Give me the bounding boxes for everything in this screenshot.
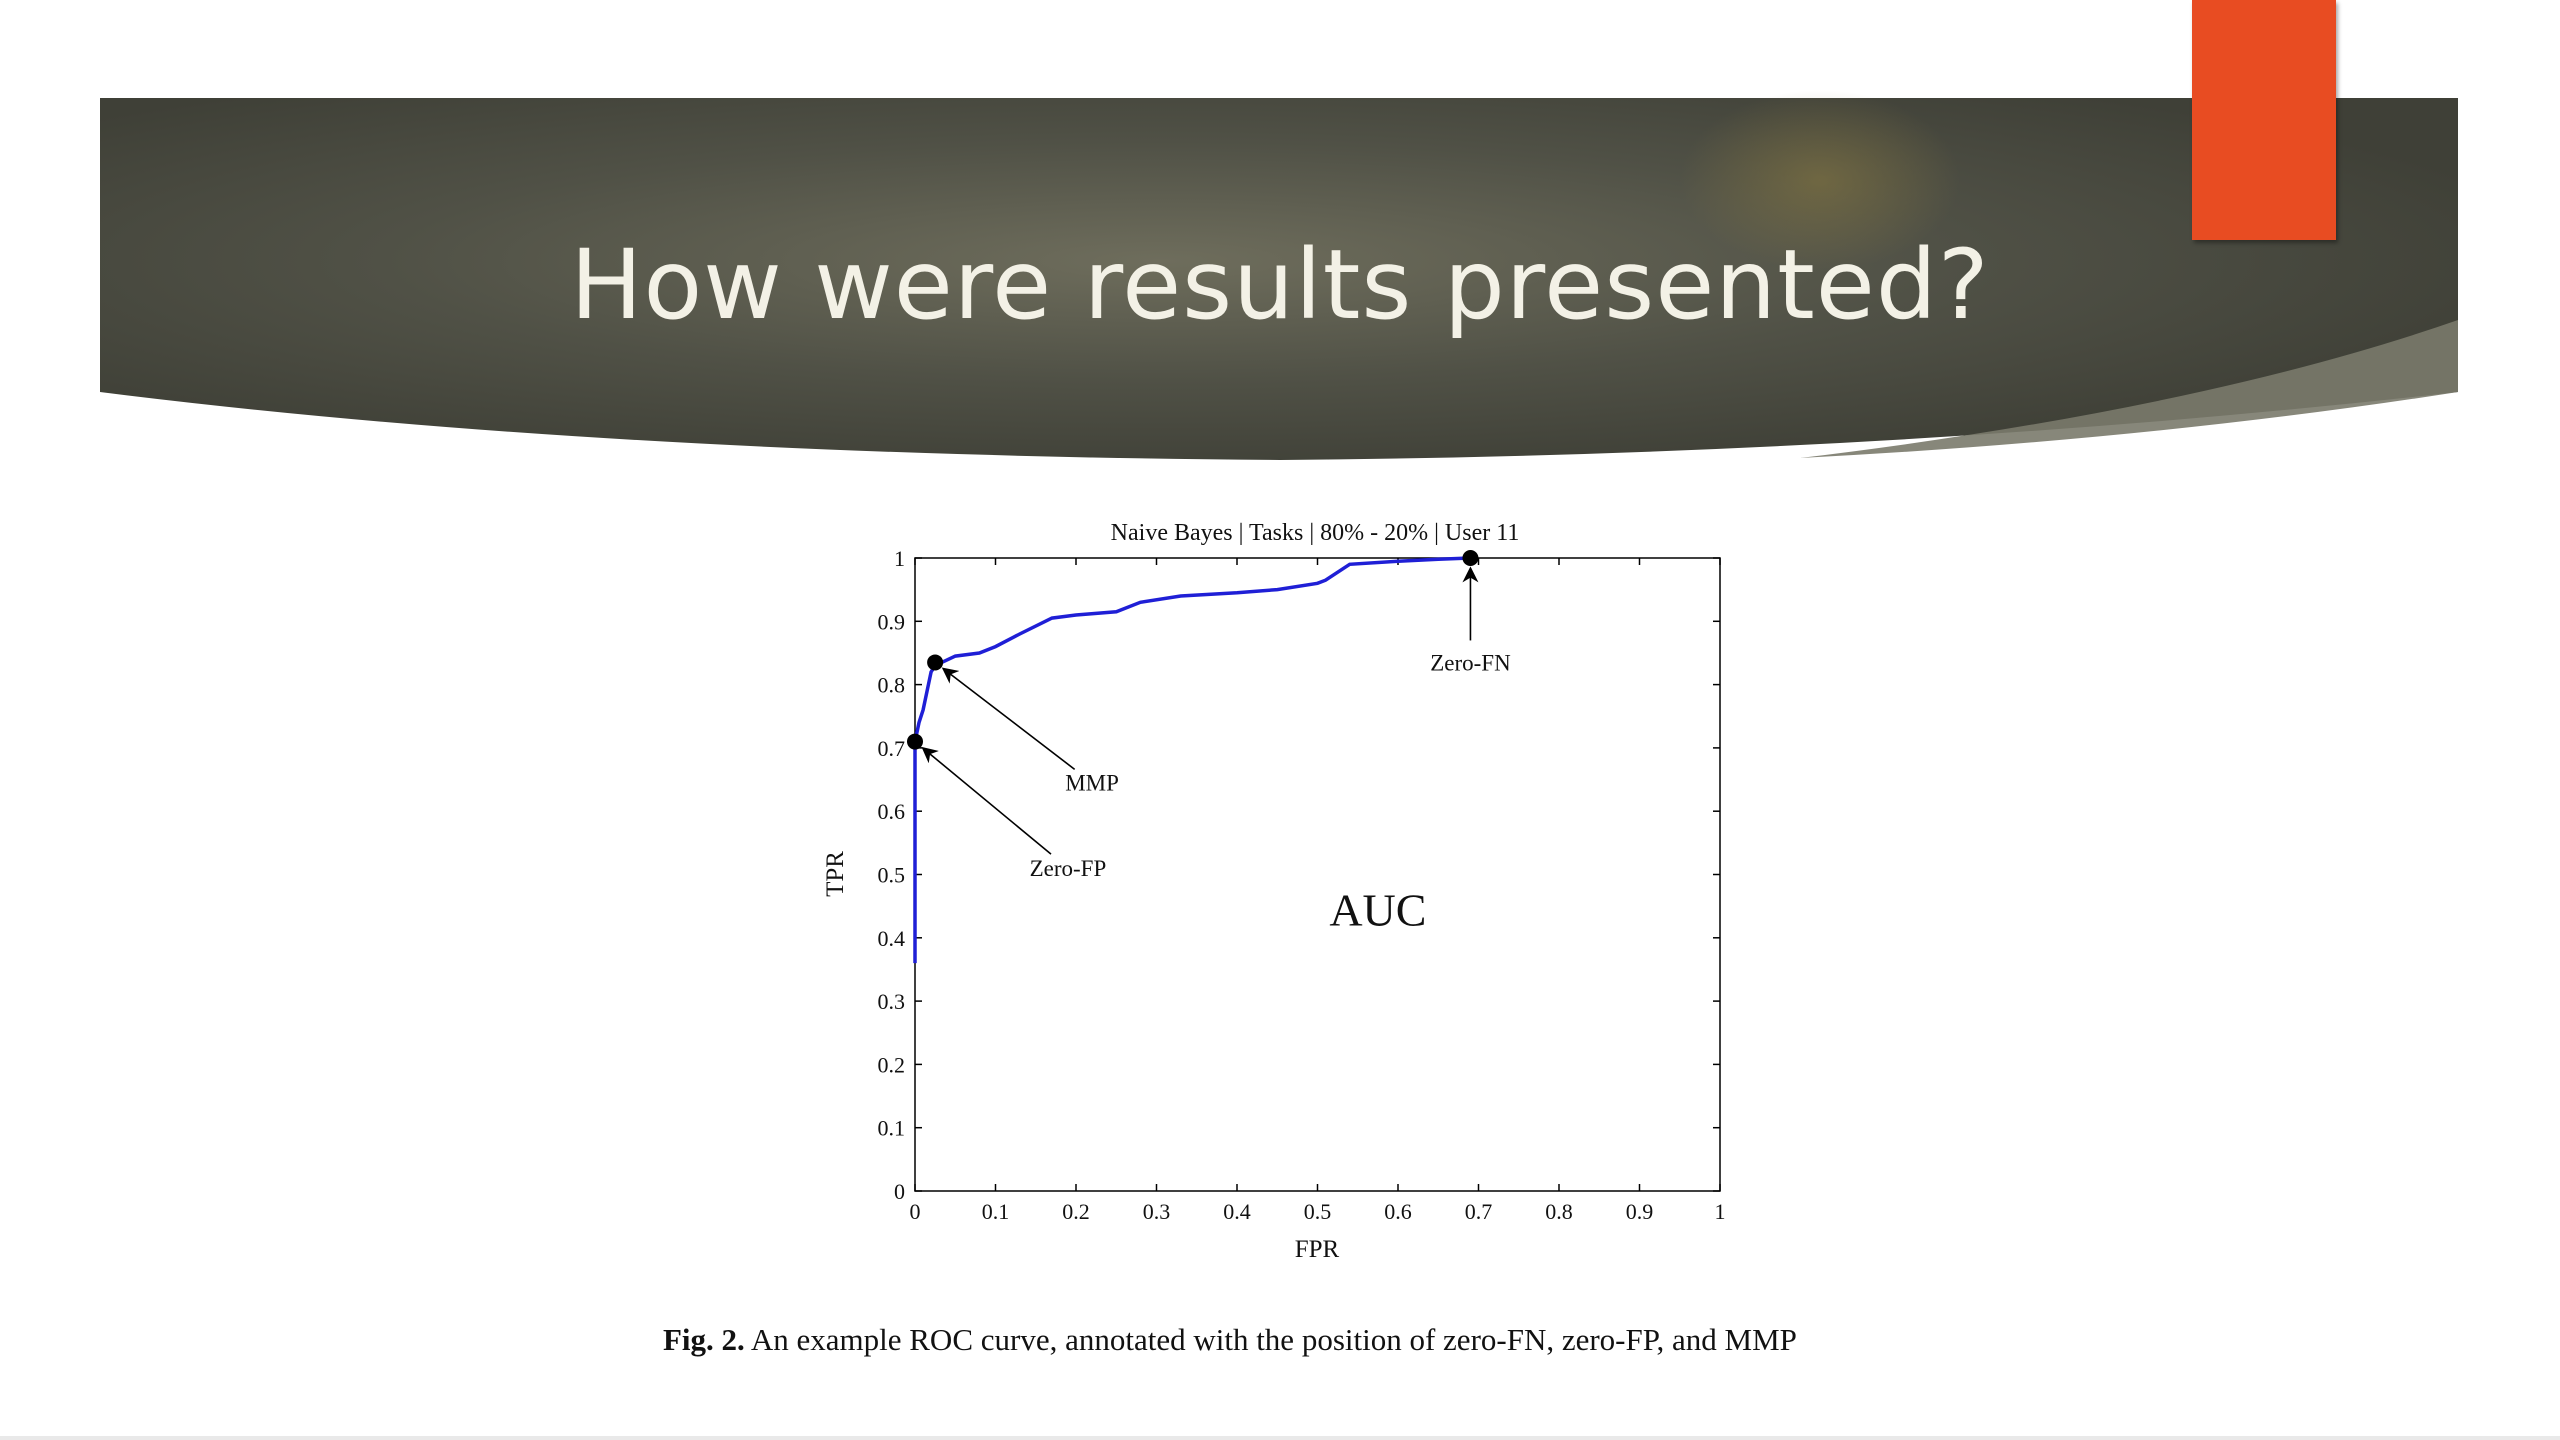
x-tick-label: 0.9 [1626,1199,1654,1224]
annotation-point [1462,550,1479,566]
y-tick-label: 0.3 [878,989,906,1014]
x-tick-label: 0.8 [1545,1199,1573,1224]
x-tick-label: 0.3 [1143,1199,1171,1224]
x-tick-label: 0.2 [1062,1199,1090,1224]
y-tick-label: 0.5 [878,863,906,888]
x-tick-label: 0 [910,1199,921,1224]
y-tick-label: 0.1 [878,1116,906,1141]
y-tick-label: 0.6 [878,799,906,824]
y-tick-label: 0.4 [878,926,906,951]
annotation-point [927,654,944,671]
annotation-point [907,733,923,750]
slide-title: How were results presented? [570,229,1990,341]
chart-title: Naive Bayes | Tasks | 80% - 20% | User 1… [1111,520,1520,546]
annotations: Zero-FN MMP Zero-FP [907,550,1511,881]
y-tick-label: 0.2 [878,1052,906,1077]
annotation-label: Zero-FN [1430,650,1511,675]
bottom-rule [0,1436,2560,1440]
figure-caption: Fig. 2. An example ROC curve, annotated … [663,1320,1953,1360]
y-tick-label: 0.8 [878,673,906,698]
x-axis: 0 0.1 0.2 0.3 0.4 0.5 0.6 0.7 0.8 0.9 1 [910,558,1726,1224]
figure-caption-label: Fig. 2. [663,1322,745,1357]
roc-series-line [913,556,1471,964]
y-axis-label: TPR [822,851,849,897]
y-axis: 0 0.1 0.2 0.3 0.4 0.5 0.6 0.7 0.8 0.9 1 [878,546,1720,1204]
x-tick-label: 0.4 [1223,1199,1251,1224]
x-tick-label: 1 [1715,1199,1726,1224]
x-axis-label: FPR [1295,1236,1340,1263]
x-tick-label: 0.6 [1384,1199,1412,1224]
annotation-label: Zero-FP [1030,856,1107,881]
y-tick-label: 0.7 [878,736,906,761]
y-tick-label: 1 [894,546,905,571]
plot-frame [914,557,1721,1192]
auc-label: AUC [1329,884,1426,935]
x-tick-label: 0.1 [982,1199,1010,1224]
title-banner [100,90,2458,460]
x-tick-label: 0.5 [1304,1199,1332,1224]
annotation-arrow [941,667,1076,770]
x-tick-label: 0.7 [1465,1199,1493,1224]
figure-caption-text: An example ROC curve, annotated with the… [750,1322,1797,1357]
accent-tab [2192,0,2336,240]
roc-chart: Naive Bayes | Tasks | 80% - 20% | User 1… [822,520,1726,1263]
annotation-label: MMP [1065,771,1119,796]
y-tick-label: 0 [894,1179,905,1204]
y-tick-label: 0.9 [878,609,906,634]
annotation-arrow [921,746,1052,855]
